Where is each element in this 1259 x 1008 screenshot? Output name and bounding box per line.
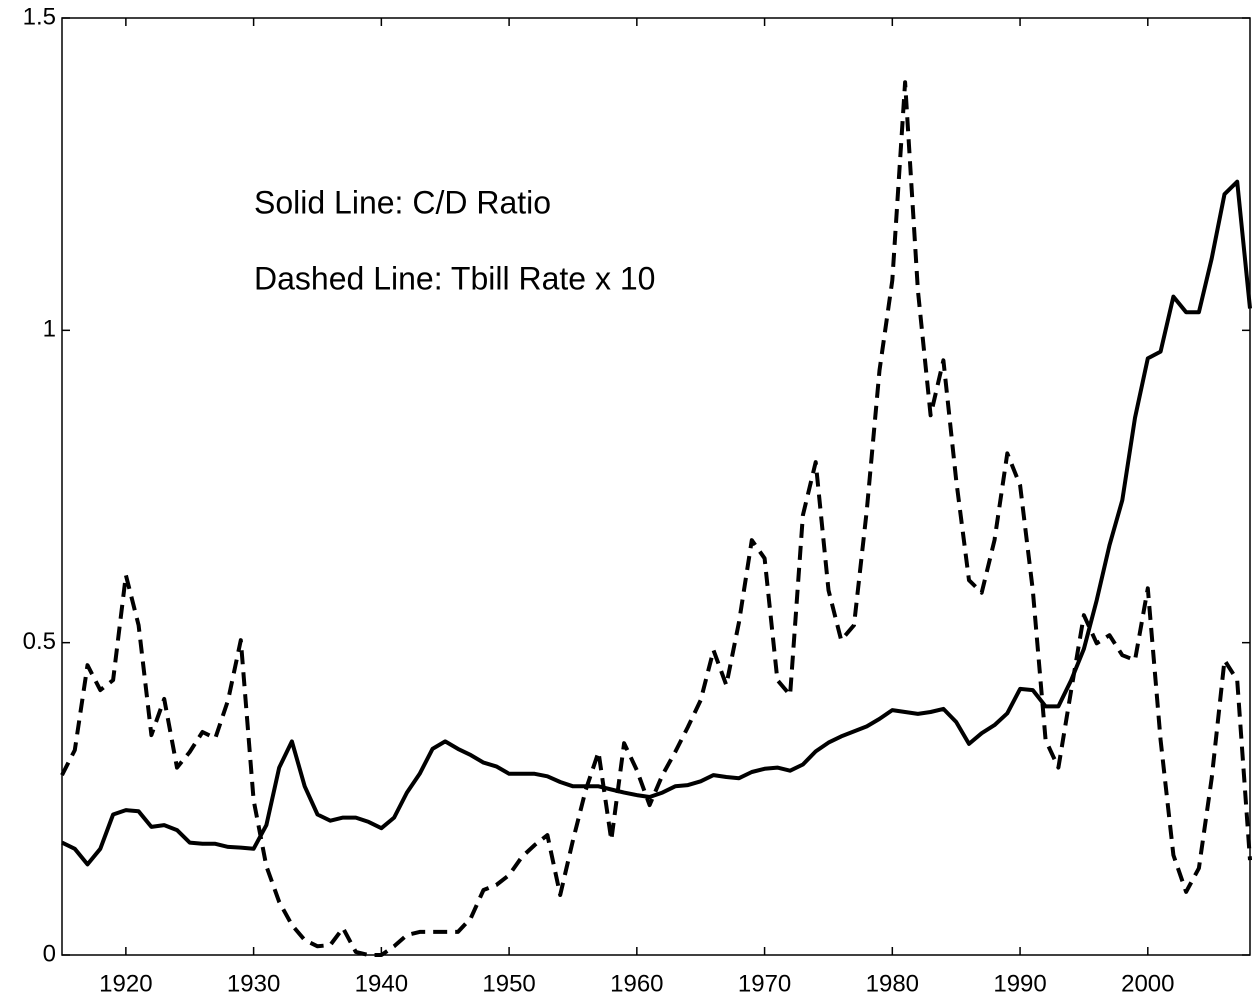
x-tick-label: 1950 xyxy=(482,970,535,997)
x-tick-label: 1920 xyxy=(99,970,152,997)
x-tick-label: 2000 xyxy=(1121,970,1174,997)
x-tick-label: 1990 xyxy=(993,970,1046,997)
y-tick-label: 0 xyxy=(43,940,56,967)
y-tick-label: 1.5 xyxy=(23,3,56,30)
x-tick-label: 1940 xyxy=(355,970,408,997)
solid-line xyxy=(61,179,1252,867)
annotation: Solid Line: C/D Ratio xyxy=(254,184,551,220)
x-tick-label: 1930 xyxy=(227,970,280,997)
y-tick-label: 1 xyxy=(43,316,56,343)
x-tick-label: 1980 xyxy=(866,970,919,997)
plot-frame xyxy=(61,17,1251,956)
x-tick-label: 1960 xyxy=(610,970,663,997)
x-tick-label: 1970 xyxy=(738,970,791,997)
dashed-line xyxy=(60,80,1252,957)
y-tick-label: 0.5 xyxy=(23,628,56,655)
annotation: Dashed Line: Tbill Rate x 10 xyxy=(254,260,655,296)
